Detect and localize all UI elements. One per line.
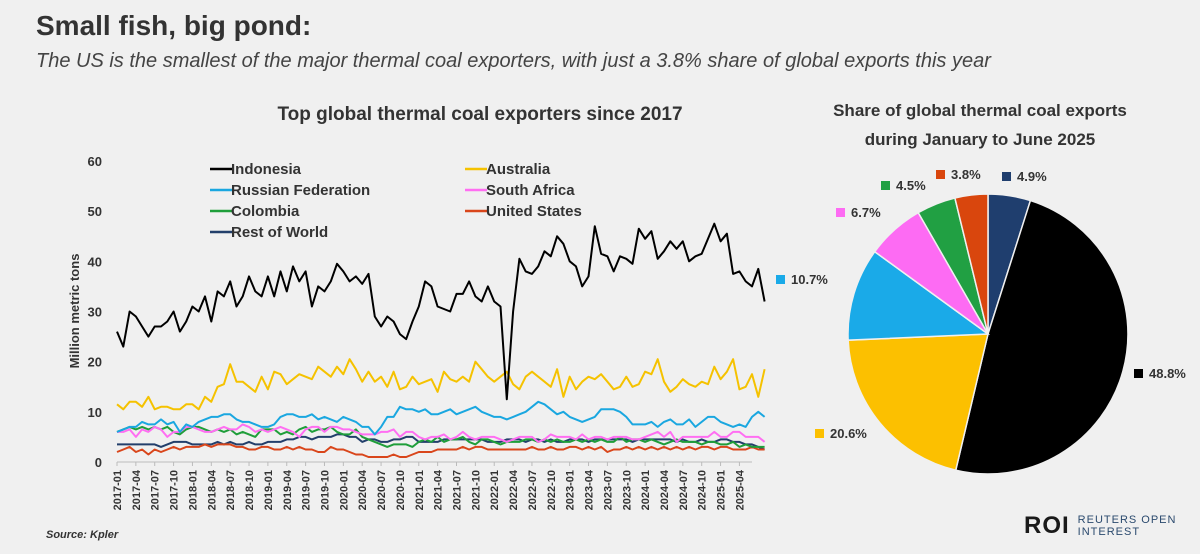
y-tick-label: 20 (88, 355, 102, 370)
y-tick-label: 30 (88, 305, 102, 320)
y-tick-label: 50 (88, 204, 102, 219)
y-tick-label: 10 (88, 405, 102, 420)
x-tick-label: 2020-07 (376, 470, 388, 510)
series-line-united-states (116, 443, 765, 458)
x-tick-label: 2020-04 (357, 469, 369, 510)
line-chart-legend: Indonesia Australia Russian Federation Sout… (210, 161, 582, 241)
x-tick-label: 2025-01 (716, 470, 728, 510)
pie-label-swatch (836, 208, 845, 217)
series-line-indonesia (116, 222, 766, 401)
pie-slice-label: 6.7% (851, 205, 881, 220)
legend-label: Russian Federation (231, 182, 370, 199)
x-tick-label: 2018-10 (244, 470, 256, 510)
x-tick-label: 2024-01 (640, 470, 652, 510)
x-tick-label: 2022-01 (489, 470, 501, 510)
x-tick-label: 2021-07 (452, 470, 464, 510)
subheadline: The US is the smallest of the major ther… (36, 50, 991, 72)
series-line-south-africa (117, 423, 766, 443)
x-tick-label: 2017-04 (131, 469, 143, 510)
x-tick-label: 2019-04 (282, 469, 294, 510)
line-chart-title: Top global thermal coal exporters since … (277, 104, 682, 125)
roi-logo-mark: ROI (1024, 512, 1070, 539)
x-tick-label: 2024-04 (659, 469, 671, 510)
x-tick-label: 2023-07 (602, 470, 614, 510)
x-tick-label: 2018-07 (225, 470, 237, 510)
pie-slice-label: 4.9% (1017, 169, 1047, 184)
x-tick-label: 2017-07 (150, 470, 162, 510)
legend-label: South Africa (486, 182, 575, 199)
x-tick-label: 2017-10 (169, 470, 181, 510)
legend-label: United States (486, 203, 582, 220)
pie-slice (847, 333, 989, 472)
x-tick-label: 2019-01 (263, 470, 275, 510)
headline: Small fish, big pond: (36, 10, 312, 41)
pie-label-swatch (936, 170, 945, 179)
legend-label: Rest of World (231, 224, 328, 241)
series-line-russian-federation (116, 400, 766, 436)
pie-chart: 4.9% 48.8% 20.6% 10.7% 6.7% 4.5% 3.8% (776, 167, 1186, 475)
pie-slice-label: 10.7% (791, 272, 828, 287)
x-tick-label: 2020-10 (395, 470, 407, 510)
series-line-colombia (116, 425, 765, 448)
pie-slice-label: 3.8% (951, 167, 981, 182)
source-note: Source: Kpler (46, 529, 119, 541)
x-tick-label: 2019-07 (301, 470, 313, 510)
y-tick-label: 0 (95, 455, 102, 470)
pie-label-swatch (881, 181, 890, 190)
x-tick-label: 2020-01 (338, 470, 350, 510)
x-tick-label: 2019-10 (319, 470, 331, 510)
x-tick-label: 2017-01 (112, 470, 124, 510)
roi-logo-line2: INTEREST (1077, 526, 1141, 538)
pie-chart-title-line2: during January to June 2025 (865, 130, 1096, 149)
x-tick-label: 2024-07 (678, 470, 690, 510)
x-tick-label: 2022-07 (527, 470, 539, 510)
y-tick-label: 60 (88, 154, 102, 169)
x-tick-label: 2021-01 (414, 470, 426, 510)
roi-logo-line1: REUTERS OPEN (1077, 514, 1177, 526)
x-tick-label: 2025-04 (734, 469, 746, 510)
x-tick-label: 2023-01 (565, 470, 577, 510)
x-tick-label: 2023-10 (621, 470, 633, 510)
series-line-rest-of-world (117, 433, 765, 451)
pie-label-swatch (1134, 369, 1143, 378)
x-tick-label: 2018-04 (206, 469, 218, 510)
pie-slice (917, 197, 989, 335)
pie-label-swatch (815, 429, 824, 438)
pie-slice-label: 48.8% (1149, 366, 1186, 381)
x-tick-label: 2018-01 (187, 470, 199, 510)
pie-slice-label: 20.6% (830, 426, 867, 441)
x-tick-label: 2022-10 (546, 470, 558, 510)
roi-logo-text: REUTERS OPEN INTEREST (1078, 514, 1177, 538)
pie-slice (873, 211, 989, 335)
pie-slice (954, 199, 1129, 475)
pie-label-swatch (776, 275, 785, 284)
x-tick-label: 2023-04 (584, 469, 596, 510)
pie-label-swatch (1002, 172, 1011, 181)
y-axis-label: Million metric tons (67, 254, 82, 369)
pie-slice (987, 193, 1032, 335)
series-line-australia (116, 358, 766, 411)
x-tick-label: 2022-04 (508, 469, 520, 510)
pie-slice (847, 250, 991, 341)
pie-slice (953, 193, 989, 335)
x-tick-label: 2024-10 (697, 470, 709, 510)
pie-chart-title-line1: Share of global thermal coal exports (833, 101, 1127, 120)
x-tick-label: 2021-10 (470, 470, 482, 510)
pie-slice-label: 4.5% (896, 178, 926, 193)
legend-label: Indonesia (231, 161, 302, 178)
legend-label: Australia (486, 161, 551, 178)
legend-label: Colombia (231, 203, 300, 220)
y-tick-label: 40 (88, 254, 102, 269)
roi-logo: ROI REUTERS OPEN INTEREST (1024, 512, 1176, 540)
x-tick-label: 2021-04 (433, 469, 445, 510)
line-chart-plot: 0 10 20 30 40 50 60 2017-01 2017-04 2017-07 2017-1… (88, 154, 766, 510)
